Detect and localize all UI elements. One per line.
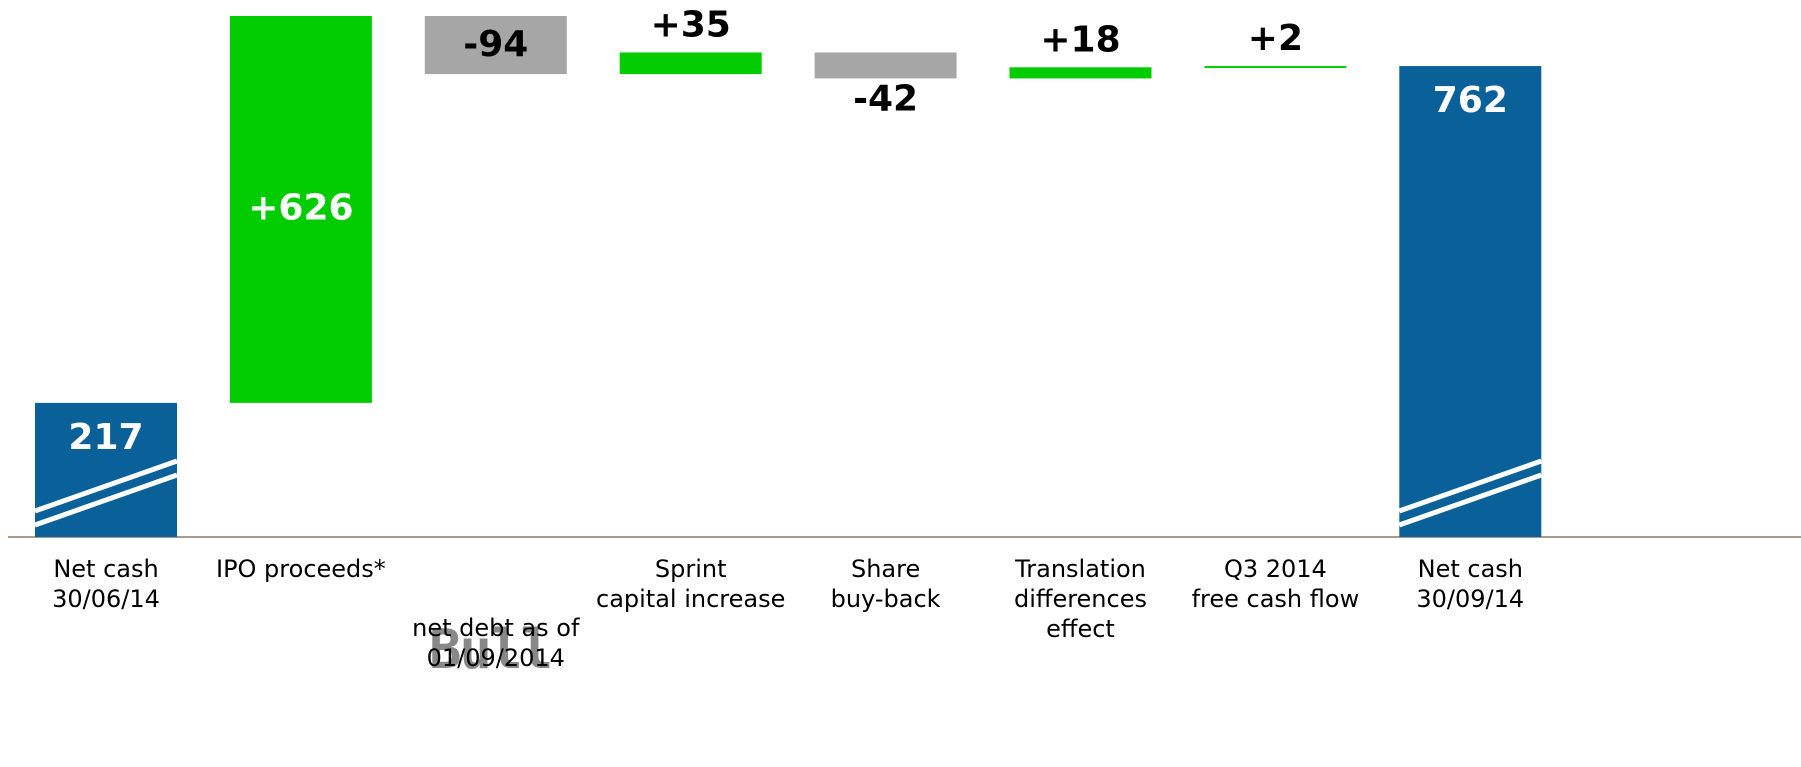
value-label: +18 [1040,19,1120,60]
bar [1399,66,1542,538]
category-label: Net cash 30/09/14 [1416,555,1525,613]
value-label: +626 [248,187,353,228]
bar [424,16,567,75]
category-label: Share buy-back [830,555,941,613]
category-label: Net cash 30/06/14 [52,555,160,613]
axis-break [34,458,178,514]
value-label: +2 [1248,18,1303,59]
category-label: net debt as of 01/09/2014 [412,614,580,672]
category-label: Translation differences effect [1014,555,1147,643]
bar [1204,66,1347,69]
value-label: -94 [463,24,528,65]
axis-break [1398,472,1543,528]
logo: Bull [428,618,553,681]
value-label: 217 [68,417,143,458]
axis-break [34,472,178,528]
axis-break [1398,458,1543,514]
bar [619,52,762,75]
value-label: 762 [1433,80,1508,121]
value-label: -42 [853,78,918,119]
value-label: +35 [651,4,731,45]
bar [814,52,957,79]
category-label: IPO proceeds* [215,555,386,583]
bar [1009,67,1152,79]
bar [229,16,372,403]
category-label: Sprint capital increase [596,555,786,613]
category-label: Q3 2014 free cash flow [1191,555,1360,613]
